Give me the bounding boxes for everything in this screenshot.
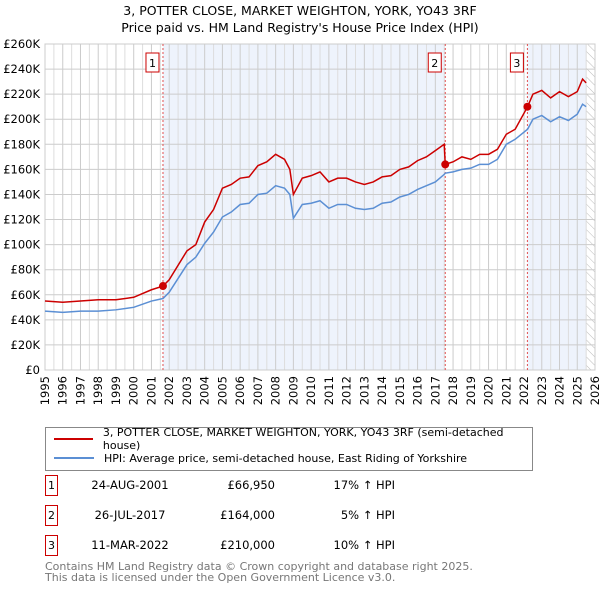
x-tick-label: 1996 (56, 376, 70, 405)
y-tick-label: £120K (3, 213, 40, 227)
x-tick-label: 2001 (144, 376, 158, 405)
sale-label: 2 (431, 57, 438, 70)
y-tick-label: £200K (3, 112, 40, 126)
chart-title: 3, POTTER CLOSE, MARKET WEIGHTON, YORK, … (123, 3, 477, 18)
transaction-row: 2 26-JUL-2017 £164,000 5% ↑ HPI (45, 505, 445, 527)
date: 26-JUL-2017 (94, 508, 166, 522)
x-tick-label: 2022 (517, 376, 531, 405)
x-tick-label: 2019 (464, 376, 478, 405)
future-hatch (586, 44, 595, 370)
y-tick-label: £180K (3, 137, 40, 151)
legend-label: HPI: Average price, semi-detached house,… (104, 451, 468, 465)
price: £66,950 (227, 478, 275, 492)
transaction-row: 1 24-AUG-2001 £66,950 17% ↑ HPI (45, 475, 445, 497)
hpi-diff: 5% ↑ HPI (340, 508, 395, 522)
x-tick-label: 2003 (180, 376, 194, 405)
sale-point (441, 160, 450, 169)
legend: 3, POTTER CLOSE, MARKET WEIGHTON, YORK, … (45, 426, 533, 471)
plot-frame (44, 43, 596, 371)
hpi-diff: 10% ↑ HPI (333, 538, 395, 552)
shaded-period (162, 44, 446, 370)
x-tick-label: 2012 (340, 376, 354, 405)
y-tick-label: £20K (11, 338, 41, 352)
x-tick-label: 2006 (233, 376, 247, 405)
price: £210,000 (220, 538, 275, 552)
y-tick-label: £240K (3, 62, 40, 76)
y-tick-label: £40K (11, 313, 41, 327)
series-line (44, 77, 587, 304)
legend-item-property: 3, POTTER CLOSE, MARKET WEIGHTON, YORK, … (54, 426, 532, 452)
x-tick-label: 2009 (286, 376, 300, 405)
x-tick-label: 2024 (553, 376, 567, 405)
y-tick-label: £140K (3, 187, 40, 201)
x-tick-label: 2008 (269, 376, 283, 405)
sale-point (158, 282, 167, 291)
sale-label: 3 (513, 57, 520, 70)
x-tick-label: 2011 (322, 376, 336, 405)
y-tick-label: £100K (3, 238, 40, 252)
chart-subtitle: Price paid vs. HM Land Registry's House … (121, 20, 479, 35)
x-tick-label: 2004 (198, 376, 212, 405)
price: £164,000 (220, 508, 275, 522)
x-tick-label: 2007 (251, 376, 265, 405)
y-tick-label: £220K (3, 87, 40, 101)
sale-label-box (509, 52, 524, 73)
x-tick-label: 1997 (73, 376, 87, 405)
x-tick-label: 2000 (127, 376, 141, 405)
x-tick-label: 1999 (109, 376, 123, 405)
series-line (44, 103, 587, 314)
sale-label: 1 (149, 57, 156, 70)
x-tick-label: 2013 (357, 376, 371, 405)
legend-item-hpi: HPI: Average price, semi-detached house,… (54, 449, 467, 467)
footer-licence: This data is licensed under the Open Gov… (45, 571, 396, 584)
sale-label-box (145, 52, 160, 73)
price-chart: 1995 1996 1997 1998 1999 2000 2001 2002 2003 2004… (3, 37, 600, 405)
blue-line-swatch (54, 457, 94, 459)
x-tick-label: 2014 (375, 376, 389, 405)
x-tick-label: 1995 (38, 376, 52, 405)
date: 11-MAR-2022 (91, 538, 169, 552)
marker-badge: 3 (45, 535, 58, 556)
x-tick-label: 2017 (428, 376, 442, 405)
legend-label: 3, POTTER CLOSE, MARKET WEIGHTON, YORK, … (102, 426, 504, 452)
sale-point (523, 102, 532, 111)
x-tick-label: 2020 (482, 376, 496, 405)
y-tick-label: £80K (11, 263, 41, 277)
marker-badge: 2 (45, 505, 58, 526)
red-line-swatch (54, 438, 93, 440)
hpi-diff: 17% ↑ HPI (333, 478, 395, 492)
x-tick-label: 2018 (446, 376, 460, 405)
x-tick-label: 2015 (393, 376, 407, 405)
x-tick-label: 2025 (570, 376, 584, 405)
x-tick-label: 2021 (499, 376, 513, 405)
y-tick-label: £0 (25, 363, 40, 377)
x-tick-label: 2010 (304, 376, 318, 405)
x-tick-label: 2016 (411, 376, 425, 405)
x-tick-label: 2026 (588, 376, 600, 405)
x-tick-label: 1998 (91, 376, 105, 405)
x-tick-label: 2005 (215, 376, 229, 405)
y-tick-label: £160K (3, 162, 40, 176)
shaded-period (527, 44, 587, 370)
marker-badge: 1 (45, 475, 58, 496)
date: 24-AUG-2001 (91, 478, 169, 492)
sale-label-box (427, 52, 442, 73)
y-tick-label: £260K (3, 37, 40, 51)
transaction-row: 3 11-MAR-2022 £210,000 10% ↑ HPI (45, 535, 445, 557)
x-tick-label: 2002 (162, 376, 176, 405)
footer-copyright: Contains HM Land Registry data © Crown c… (45, 560, 473, 573)
y-tick-label: £60K (11, 288, 41, 302)
x-tick-label: 2023 (535, 376, 549, 405)
